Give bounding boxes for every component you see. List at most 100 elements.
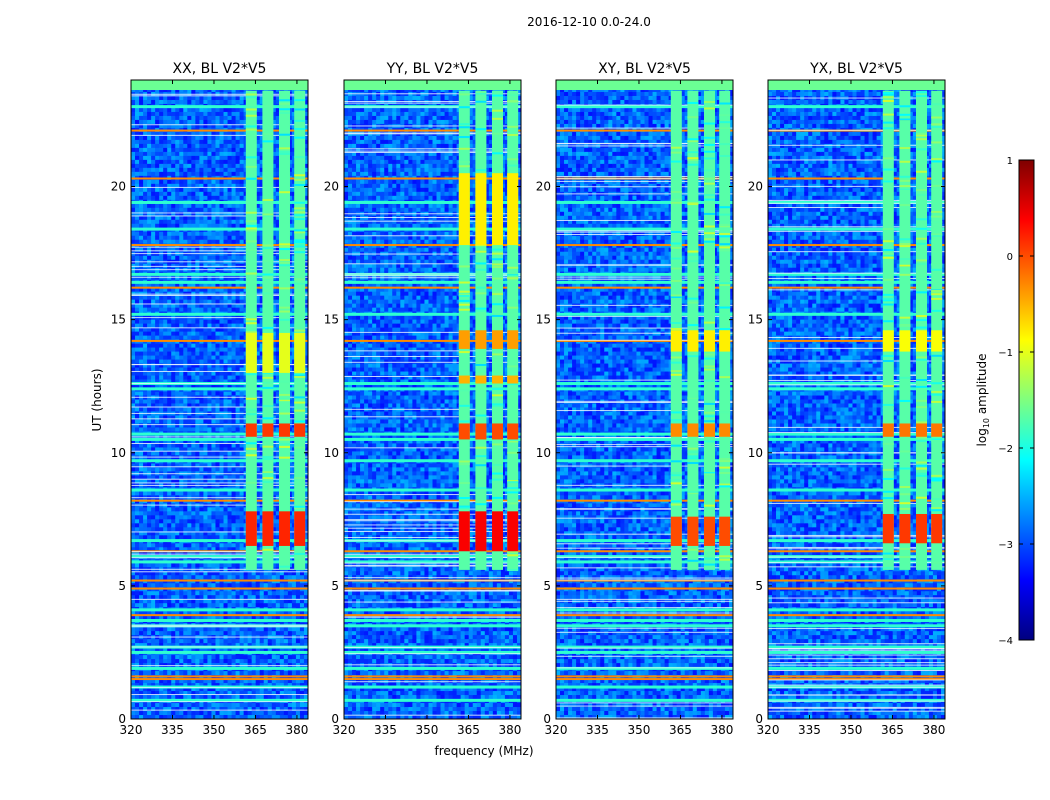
rfi-line	[556, 587, 733, 590]
rfi-line	[556, 614, 733, 617]
rfi-line	[556, 459, 733, 463]
rfi-line	[556, 650, 733, 654]
rfi-line	[768, 272, 945, 276]
y-tick-label: 5	[543, 579, 551, 593]
rfi-line	[131, 129, 308, 132]
x-axis-label: frequency (MHz)	[434, 744, 533, 758]
rfi-line	[131, 678, 308, 681]
flare-segment	[507, 173, 519, 246]
rfi-line	[131, 675, 308, 678]
flare-segment	[294, 332, 306, 373]
x-tick-label: 365	[457, 723, 480, 737]
rfi-line	[131, 618, 308, 622]
rfi-line	[556, 244, 733, 247]
rfi-line	[556, 105, 733, 109]
colorbar-tick-label: −1	[998, 348, 1013, 359]
rfi-line	[344, 587, 521, 590]
rfi-line	[556, 286, 733, 289]
flare-segment	[882, 330, 894, 352]
x-tick-label: 365	[881, 723, 904, 737]
rfi-line	[131, 244, 308, 247]
panel-title: XX, BL V2*V5	[173, 61, 267, 77]
y-tick-label: 0	[118, 712, 126, 726]
flare-segment	[458, 423, 470, 440]
rfi-line	[344, 608, 521, 612]
rfi-line	[768, 488, 945, 492]
rfi-line	[768, 550, 945, 553]
colorbar-gradient	[1018, 159, 1035, 641]
flare-segment	[458, 173, 470, 246]
rfi-line	[556, 129, 733, 132]
colorbar: 1 0 −1 −2 −3 −4	[998, 156, 1035, 647]
rfi-line	[768, 587, 945, 590]
panel: XX, BL V2*V5 320 335 350 365 380 0 5 10 15 20	[111, 61, 309, 737]
flare-segment	[491, 173, 503, 246]
rfi-line	[344, 488, 521, 492]
rfi-line	[556, 555, 733, 559]
flare-segment	[719, 516, 731, 546]
x-tick-label: 320	[120, 723, 143, 737]
y-tick-label: 0	[755, 712, 763, 726]
rfi-line	[768, 177, 945, 180]
flare-segment	[899, 330, 911, 352]
rfi-line	[768, 560, 945, 564]
rfi-line	[344, 624, 521, 628]
band-channel	[278, 90, 290, 570]
rfi-line	[131, 105, 308, 109]
x-tick-label: 320	[333, 723, 356, 737]
panel-frame	[130, 79, 309, 720]
rfi-line	[344, 177, 521, 180]
flare-segment	[670, 423, 682, 437]
colorbar-tick-label: −3	[998, 540, 1013, 551]
rfi-line	[556, 432, 733, 436]
panel-image	[556, 80, 733, 719]
rfi-line	[768, 244, 945, 247]
flare-segment	[491, 511, 503, 552]
y-tick-label: 15	[111, 313, 126, 327]
rfi-line	[768, 200, 945, 204]
flare-segment	[882, 513, 894, 544]
rfi-line	[131, 650, 308, 654]
x-tick-label: 350	[203, 723, 226, 737]
rfi-line	[768, 666, 945, 670]
rfi-line	[768, 614, 945, 617]
rfi-line	[344, 618, 521, 622]
panel: YY, BL V2*V5 320 335 350 365 380 0 5 10 15 20	[324, 61, 522, 737]
colorbar-label-log: log	[975, 428, 989, 446]
rfi-line	[344, 387, 521, 391]
flare-segment	[899, 513, 911, 544]
rfi-line	[768, 650, 945, 654]
rfi-line	[344, 550, 521, 553]
band-channel	[245, 90, 257, 570]
rfi-line	[131, 312, 308, 316]
rfi-line	[768, 678, 945, 681]
panel: XY, BL V2*V5 320 335 350 365 380 0 5 10 15 20	[536, 61, 734, 737]
rfi-line	[131, 200, 308, 204]
flare-segment	[491, 330, 503, 349]
panel-title: YX, BL V2*V5	[809, 61, 903, 77]
rfi-line	[556, 560, 733, 564]
rfi-line	[556, 685, 733, 689]
rfi-line	[556, 579, 733, 582]
rfi-line	[556, 382, 733, 386]
x-tick-label: 320	[757, 723, 780, 737]
flare-segment	[882, 423, 894, 437]
flare-segment	[670, 330, 682, 352]
flare-segment	[278, 332, 290, 373]
rfi-line	[768, 432, 945, 436]
flare-segment	[475, 330, 487, 349]
y-tick-label: 10	[536, 446, 551, 460]
rfi-line	[344, 698, 521, 702]
rfi-line	[344, 685, 521, 689]
rfi-line	[131, 587, 308, 590]
colorbar-tick-label: 0	[1007, 252, 1013, 263]
y-tick-label: 10	[324, 446, 339, 460]
flare-segment	[507, 375, 519, 384]
rfi-line	[556, 608, 733, 612]
colorbar-label-suffix: amplitude	[975, 354, 989, 418]
flare-segment	[262, 423, 274, 437]
rfi-line	[768, 459, 945, 463]
flare-segment	[507, 423, 519, 440]
y-tick-label: 20	[324, 180, 339, 194]
